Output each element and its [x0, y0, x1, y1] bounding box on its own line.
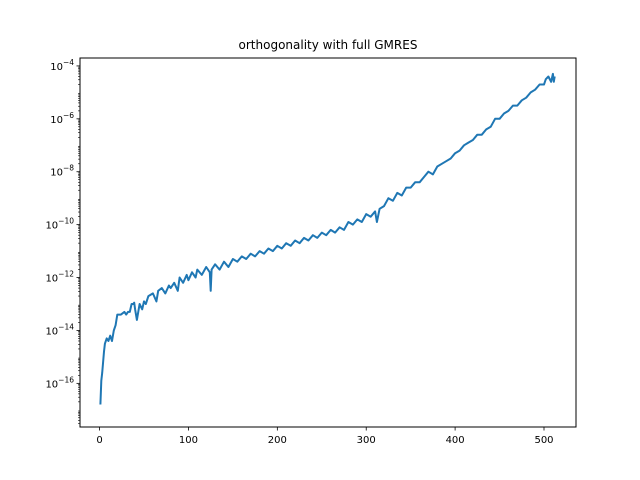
axes-frame — [79, 57, 577, 428]
y-tick-label: 10−6 — [50, 111, 74, 126]
x-tick-label: 300 — [357, 435, 376, 446]
y-tick-label: 10−4 — [50, 58, 74, 73]
x-tick-label: 0 — [96, 435, 102, 446]
y-tick-label: 10−10 — [45, 217, 74, 232]
x-tick-label: 200 — [268, 435, 287, 446]
x-tick-label: 400 — [446, 435, 465, 446]
y-tick-label: 10−14 — [45, 322, 74, 337]
y-tick-label: 10−8 — [50, 164, 74, 179]
series-line-0 — [99, 72, 556, 405]
plot-area — [99, 72, 556, 405]
x-tick-label: 100 — [179, 435, 198, 446]
chart-title: orthogonality with full GMRES — [239, 38, 418, 52]
x-tick-label: 500 — [534, 435, 553, 446]
axis-ticks: 0 100 200 300 400 500 10−16 10−14 10−12 10−10 10−8… — [45, 58, 553, 446]
y-tick-label: 10−12 — [45, 270, 74, 285]
y-tick-label: 10−16 — [45, 375, 74, 390]
